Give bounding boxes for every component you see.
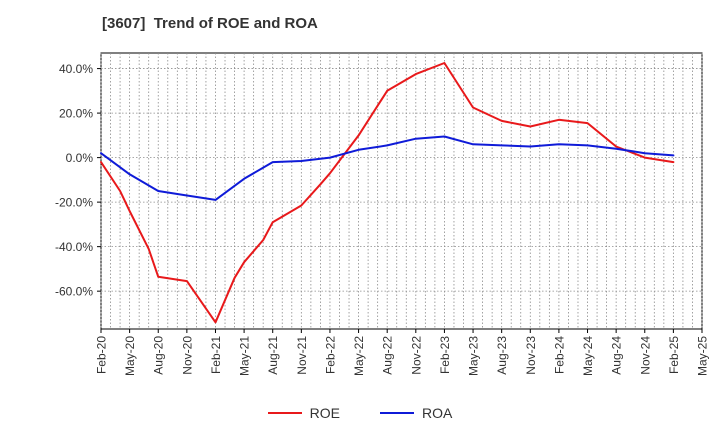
y-axis: 40.0% 20.0% 0.0% -20.0% -40.0% -60.0% — [55, 62, 101, 299]
x-tick-label: Aug-21 — [266, 336, 280, 375]
x-tick-label: May-21 — [238, 336, 252, 376]
legend-label-roa: ROA — [422, 405, 453, 421]
x-tick-label: Feb-22 — [323, 336, 337, 374]
legend-swatch-roa — [380, 412, 414, 414]
x-tick-label: Nov-20 — [180, 336, 194, 375]
y-tick-label: -40.0% — [55, 240, 93, 254]
x-tick-label: May-25 — [696, 336, 710, 376]
y-tick-label: 20.0% — [59, 107, 93, 121]
x-tick-label: Feb-25 — [667, 336, 681, 374]
x-tick-label: Nov-24 — [638, 336, 652, 375]
x-tick-label: May-24 — [581, 336, 595, 376]
x-tick-label: May-23 — [467, 336, 481, 376]
x-tick-label: Feb-21 — [209, 336, 223, 374]
series-lines — [100, 62, 675, 324]
x-tick-label: Aug-24 — [610, 336, 624, 375]
legend-label-roe: ROE — [309, 405, 340, 421]
series-line-roe — [100, 62, 675, 324]
x-tick-label: May-22 — [352, 336, 366, 376]
x-tick-label: Aug-20 — [152, 336, 166, 375]
x-tick-label: May-20 — [123, 336, 137, 376]
x-tick-label: Feb-20 — [95, 336, 109, 374]
y-tick-label: 40.0% — [59, 62, 93, 76]
x-tick-label: Nov-22 — [409, 336, 423, 375]
y-tick-label: -60.0% — [55, 285, 93, 299]
x-tick-label: Nov-21 — [295, 336, 309, 375]
y-tick-label: -20.0% — [55, 196, 93, 210]
x-tick-label: Nov-23 — [524, 336, 538, 375]
grid-lines — [100, 53, 703, 329]
y-tick-label: 0.0% — [66, 151, 94, 165]
x-tick-label: Aug-22 — [381, 336, 395, 375]
x-axis: Feb-20 May-20 Aug-20 Nov-20 Feb-21 May-21 Aug-… — [95, 329, 710, 376]
legend: ROE ROA — [0, 405, 720, 421]
x-tick-label: Feb-24 — [552, 336, 566, 374]
legend-swatch-roe — [267, 412, 302, 414]
chart-title: [3607] Trend of ROE and ROA — [102, 15, 318, 32]
plot-background — [100, 52, 703, 330]
legend-item-roa: ROA — [380, 405, 452, 421]
legend-item-roe: ROE — [267, 405, 340, 421]
series-line-roa — [100, 135, 675, 201]
x-tick-label: Aug-23 — [495, 336, 509, 375]
x-tick-label: Feb-23 — [438, 336, 452, 374]
